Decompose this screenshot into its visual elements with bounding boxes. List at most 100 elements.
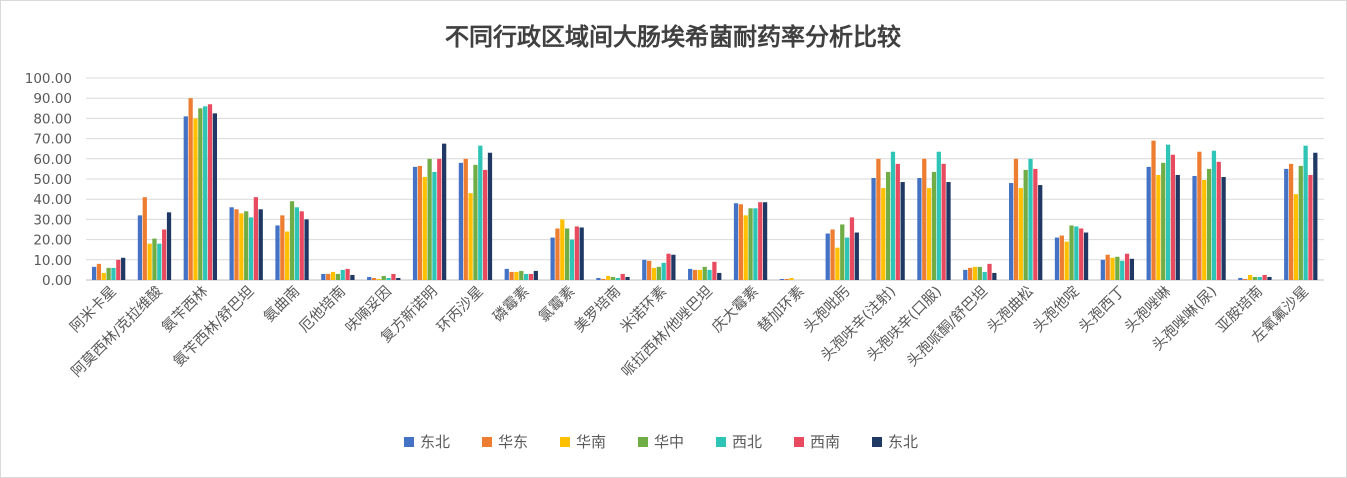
bar (1115, 256, 1120, 280)
bar (876, 158, 881, 280)
x-tick-label: 氨苄西林/舒巴坦 (170, 283, 257, 370)
bar (504, 268, 509, 280)
bar (166, 212, 172, 280)
bar (487, 152, 493, 280)
bar (885, 171, 891, 280)
bar (386, 277, 391, 280)
bar (350, 274, 355, 280)
y-tick-label: 70.00 (33, 132, 72, 148)
bar (468, 193, 473, 280)
bar (121, 257, 126, 280)
bar (299, 211, 304, 280)
bar (345, 268, 350, 280)
bar (931, 171, 937, 280)
x-tick-label: 氨曲南 (260, 283, 303, 326)
bar (1293, 194, 1299, 280)
bar (762, 202, 768, 280)
bar (601, 278, 606, 280)
bar (1009, 183, 1014, 280)
bar (101, 272, 106, 280)
legend-swatch (482, 437, 492, 447)
bar (900, 182, 905, 280)
bar (697, 269, 702, 280)
bar (229, 207, 234, 280)
bar (1100, 259, 1105, 280)
bar (666, 253, 671, 280)
bar (972, 266, 978, 280)
bar (528, 273, 534, 280)
bar (647, 260, 652, 280)
bar (1110, 257, 1115, 280)
bar (895, 163, 900, 280)
bar (111, 267, 116, 280)
bar (335, 273, 341, 280)
bar (1206, 168, 1212, 280)
bar (1018, 188, 1023, 280)
bar (642, 259, 647, 280)
bar (661, 262, 666, 280)
bar (304, 219, 309, 280)
bar (946, 182, 951, 280)
bar (1059, 235, 1064, 280)
bar (321, 273, 326, 280)
bar (1156, 174, 1161, 280)
bar (1308, 174, 1313, 280)
bar (483, 169, 488, 280)
bar (1288, 163, 1294, 280)
bar (1211, 150, 1217, 280)
bar (1243, 278, 1248, 280)
bar (620, 273, 625, 280)
bar (203, 106, 208, 280)
bar (1038, 185, 1043, 280)
bar (569, 239, 575, 280)
bar (289, 201, 295, 280)
bar (738, 204, 743, 280)
bar (1023, 169, 1028, 280)
bar (285, 231, 290, 280)
legend-swatch (638, 437, 648, 447)
bar (825, 233, 830, 280)
bar (835, 247, 840, 280)
bar (1238, 277, 1243, 280)
bar (707, 269, 712, 280)
legend-label: 东北 (888, 433, 918, 451)
y-tick-label: 60.00 (33, 152, 72, 168)
bar (596, 277, 601, 280)
bar (1054, 237, 1060, 280)
bar (239, 213, 244, 280)
x-tick-label: 头孢他啶 (1030, 283, 1083, 336)
bar (982, 271, 987, 280)
bar (371, 277, 377, 280)
legend-swatch (560, 437, 570, 447)
bar (207, 104, 213, 280)
bar (688, 268, 693, 280)
legend-label: 西南 (810, 433, 840, 451)
bar (967, 267, 973, 280)
gridlines (86, 77, 1324, 281)
bar (96, 263, 102, 280)
y-axis: 0.00 10.00 20.00 30.00 40.00 50.00 60.00 70.00 8… (25, 71, 72, 289)
bar (248, 217, 254, 280)
bar (1252, 276, 1258, 280)
bar (1202, 180, 1207, 280)
y-tick-label: 80.00 (33, 111, 72, 127)
bar (258, 209, 263, 280)
bar (1074, 226, 1079, 280)
bar (437, 158, 442, 280)
bar (1079, 228, 1084, 280)
x-tick-label: 环丙沙星 (434, 284, 486, 336)
bar (519, 270, 524, 280)
bar (234, 209, 239, 280)
bar (854, 232, 859, 280)
bar (533, 270, 538, 280)
bar (987, 263, 992, 280)
bar (412, 166, 418, 280)
x-tick-label: 头孢西丁 (1075, 283, 1128, 336)
bar (1033, 168, 1038, 280)
bar (142, 197, 147, 280)
bar (717, 272, 722, 280)
bar (840, 224, 845, 280)
y-tick-label: 100.00 (25, 71, 72, 87)
bar (784, 278, 789, 280)
